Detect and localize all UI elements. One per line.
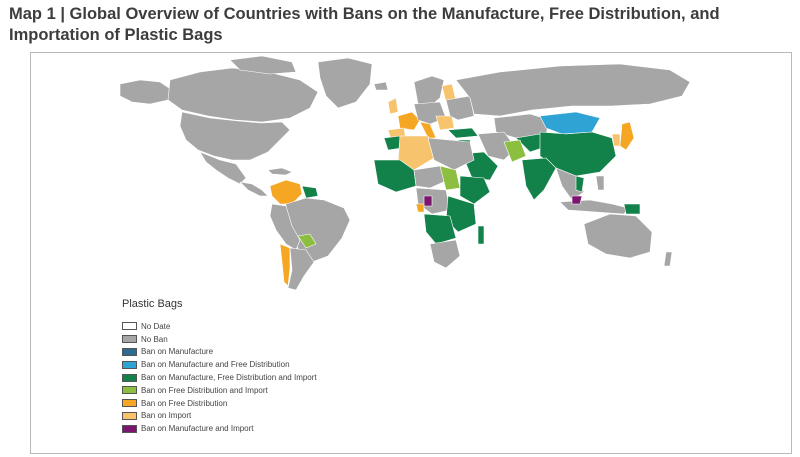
legend-swatch [122, 424, 137, 433]
region-italy [419, 121, 437, 139]
legend-swatch [122, 373, 137, 382]
region-canada [167, 67, 319, 123]
region-libya-egypt [427, 137, 475, 171]
region-southern-africa [429, 239, 461, 269]
region-balkans [435, 115, 455, 131]
region-colombia-venezuela [269, 179, 303, 205]
region-indonesia [559, 199, 629, 215]
region-india [521, 157, 557, 201]
legend-items: No Date No Ban Ban on Manufacture Ban on Ma… [122, 320, 317, 435]
region-paraguay [297, 233, 317, 249]
region-mexico [199, 151, 247, 185]
map-legend: Plastic Bags No Date No Ban Ban on Manufac… [122, 298, 317, 435]
page-title: Map 1 | Global Overview of Countries wit… [9, 5, 720, 44]
legend-item: Ban on Manufacture and Import [122, 422, 317, 435]
region-cameroon [423, 195, 433, 207]
legend-item: No Ban [122, 333, 317, 346]
region-madagascar [477, 225, 485, 245]
region-eastern-europe [445, 95, 475, 121]
region-guianas [301, 185, 319, 199]
region-japan [619, 121, 635, 151]
legend-swatch [122, 411, 137, 420]
legend-swatch [122, 347, 137, 356]
region-arctic-islands [229, 55, 297, 75]
region-sahel [413, 165, 449, 189]
legend-label: No Date [141, 321, 171, 331]
region-afghanistan-pakistan [503, 139, 527, 163]
legend-item: Ban on Import [122, 410, 317, 423]
legend-item: Ban on Manufacture and Free Distribution [122, 358, 317, 371]
legend-label: Ban on Import [141, 411, 192, 421]
legend-item: Ban on Free Distribution and Import [122, 384, 317, 397]
region-france [397, 111, 421, 131]
legend-label: Ban on Manufacture, Free Distribution an… [141, 373, 317, 383]
legend-swatch [122, 386, 137, 395]
region-russia [455, 63, 691, 117]
region-horn-of-africa [459, 175, 491, 205]
region-new-zealand [663, 251, 673, 267]
legend-swatch [122, 399, 137, 408]
region-uk [387, 97, 399, 115]
region-usa [179, 111, 291, 161]
legend-label: Ban on Free Distribution [141, 398, 228, 408]
region-central-america [239, 181, 269, 197]
region-alaska [119, 79, 173, 105]
region-angola-zambia [423, 213, 457, 245]
region-papua [623, 203, 641, 215]
region-australia [583, 213, 653, 259]
region-chile [279, 243, 291, 287]
region-vietnam [575, 175, 585, 193]
legend-label: Ban on Manufacture [141, 347, 214, 357]
region-algeria [397, 135, 435, 171]
region-gabon [415, 203, 425, 213]
region-turkey [447, 127, 479, 139]
legend-item: Ban on Free Distribution [122, 397, 317, 410]
region-malaysia [571, 195, 583, 205]
legend-swatch [122, 322, 137, 331]
legend-item: Ban on Manufacture, Free Distribution an… [122, 371, 317, 384]
region-central-africa [415, 187, 451, 215]
legend-item: No Date [122, 320, 317, 333]
region-iceland [373, 81, 389, 91]
legend-label: Ban on Manufacture and Import [141, 424, 254, 434]
region-greenland [317, 57, 373, 109]
legend-label: Ban on Manufacture and Free Distribution [141, 360, 290, 370]
region-chad-sudan [439, 165, 461, 191]
legend-swatch [122, 335, 137, 344]
legend-title: Plastic Bags [122, 298, 183, 310]
legend-swatch [122, 360, 137, 369]
legend-item: Ban on Manufacture [122, 346, 317, 359]
region-caribbean [267, 167, 293, 176]
legend-label: Ban on Free Distribution and Import [141, 385, 268, 395]
region-mongolia [539, 111, 601, 135]
region-argentina [287, 247, 315, 291]
legend-label: No Ban [141, 334, 168, 344]
region-philippines [595, 175, 605, 191]
